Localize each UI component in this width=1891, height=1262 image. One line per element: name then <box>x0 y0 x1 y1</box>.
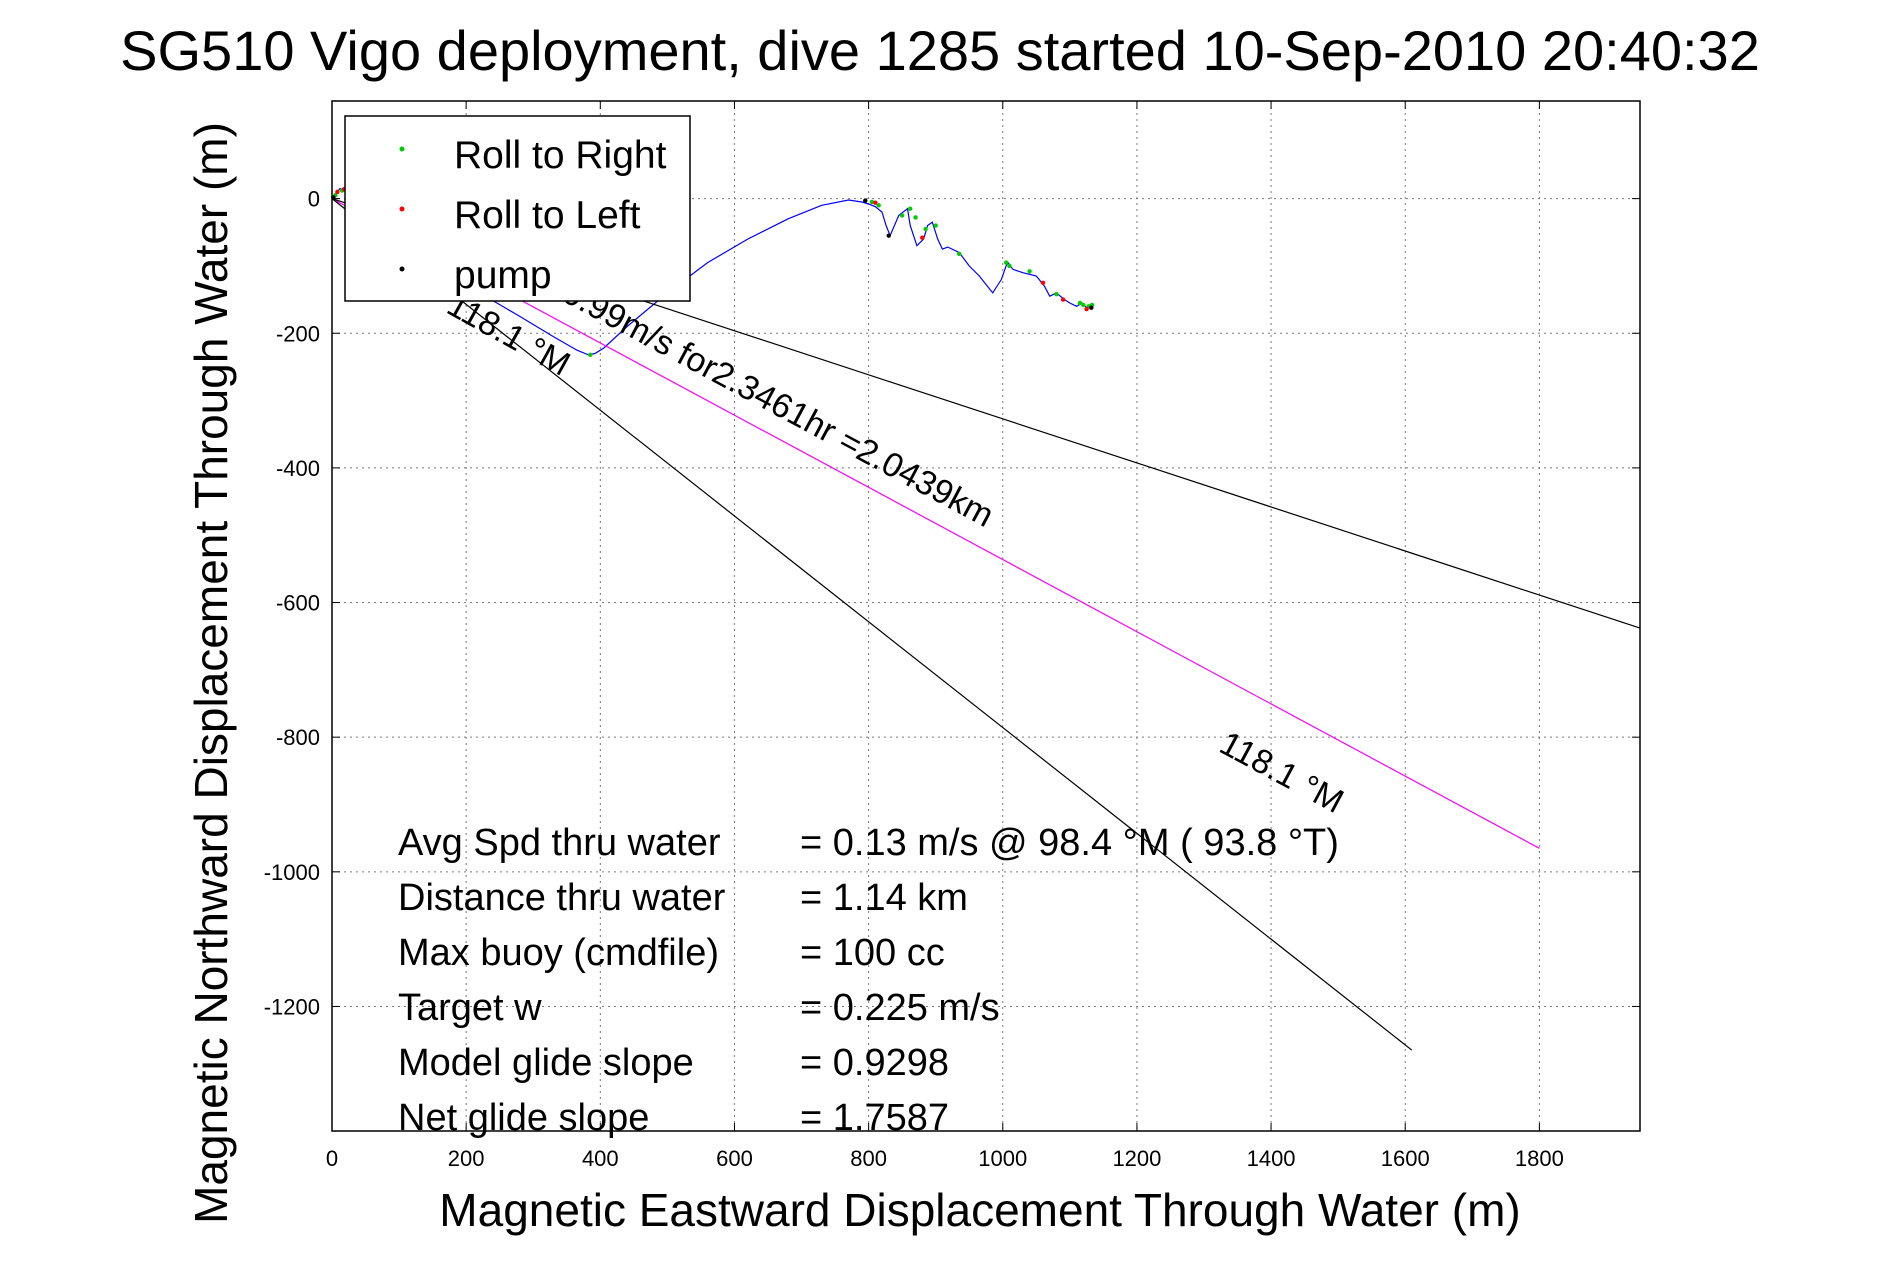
stat-value: = 1.14 km <box>800 877 968 919</box>
bearing-annotation: 118.1 °M <box>1214 724 1350 821</box>
x-tick-label: 600 <box>716 1146 753 1171</box>
x-tick-label: 800 <box>850 1146 887 1171</box>
stat-label: Net glide slope <box>398 1097 649 1139</box>
marker-roll-right <box>913 215 918 220</box>
legend-marker <box>399 266 405 272</box>
series-line-projection <box>331 198 1540 849</box>
annotation-layer: 118.1 °M0.99m/s for2.3461hr =2.0439km118… <box>441 273 1350 821</box>
marker-roll-right <box>956 251 962 257</box>
marker-pump <box>886 233 891 238</box>
tick-layer: 0 200 400 600 800 1000 1200 1400 1600 1800 0 -200 -4… <box>264 101 1640 1171</box>
series-layer <box>331 187 1641 1051</box>
stat-label: Avg Spd thru water <box>398 822 721 864</box>
legend-label: Roll to Right <box>454 134 667 177</box>
stats-panel: Avg Spd thru water = 0.13 m/s @ 98.4 °M (… <box>398 822 1339 1139</box>
bearing-annotation: 0.99m/s for2.3461hr =2.0439km <box>556 273 1000 535</box>
marker-roll-left <box>1084 306 1089 312</box>
x-tick-label: 400 <box>582 1146 619 1171</box>
x-tick-label: 200 <box>448 1146 485 1171</box>
marker-roll-right <box>1027 269 1032 274</box>
y-tick-label: -1200 <box>264 994 320 1019</box>
stat-value: = 0.9298 <box>800 1042 949 1084</box>
y-tick-label: -1000 <box>264 860 320 885</box>
stat-value: = 0.225 m/s <box>800 987 1000 1029</box>
x-tick-label: 1000 <box>978 1146 1027 1171</box>
y-tick-label: -800 <box>276 725 320 750</box>
chart-title: SG510 Vigo deployment, dive 1285 started… <box>120 19 1760 82</box>
stat-value: = 100 cc <box>800 932 945 974</box>
x-tick-label: 1800 <box>1515 1146 1564 1171</box>
series-line-lower-bound <box>331 198 1413 1051</box>
marker-roll-right <box>1007 263 1012 269</box>
x-tick-label: 0 <box>326 1146 338 1171</box>
legend: Roll to Right Roll to Left pump <box>344 115 691 302</box>
y-tick-label: -600 <box>276 591 320 616</box>
marker-roll-left <box>873 200 878 205</box>
marker-roll-right <box>908 206 913 211</box>
y-axis-label: Magnetic Northward Displacement Through … <box>185 122 237 1224</box>
marker-roll-right <box>876 203 881 208</box>
marker-roll-left <box>335 189 340 195</box>
marker-roll-right <box>1003 260 1009 265</box>
stat-value: = 1.7587 <box>800 1097 949 1139</box>
x-tick-label: 1200 <box>1112 1146 1161 1171</box>
plot-frame <box>331 100 1641 1132</box>
x-axis-label: Magnetic Eastward Displacement Through W… <box>439 1184 1520 1236</box>
marker-roll-right <box>923 226 928 232</box>
marker-roll-right <box>869 199 875 205</box>
marker-roll-right <box>933 223 938 228</box>
legend-marker <box>399 146 405 152</box>
marker-roll-right <box>1081 302 1086 308</box>
stat-label: Max buoy (cmdfile) <box>398 932 719 974</box>
marker-pump <box>1089 305 1094 310</box>
legend-marker <box>399 206 405 212</box>
stat-label: Target w <box>398 987 542 1029</box>
marker-roll-right <box>1077 300 1083 306</box>
x-tick-label: 1400 <box>1247 1146 1296 1171</box>
y-tick-label: -200 <box>276 321 320 346</box>
series-line-track <box>331 187 1091 356</box>
x-tick-label: 1600 <box>1381 1146 1430 1171</box>
marker-roll-right <box>1054 292 1059 297</box>
marker-roll-left <box>920 235 925 240</box>
marker-pump <box>863 198 868 203</box>
marker-roll-right <box>899 213 905 218</box>
legend-label: Roll to Left <box>454 194 641 237</box>
stat-value: = 0.13 m/s @ 98.4 °M ( 93.8 °T) <box>800 822 1339 864</box>
y-tick-label: 0 <box>308 187 320 212</box>
marker-roll-left <box>1040 280 1046 285</box>
stat-label: Model glide slope <box>398 1042 694 1084</box>
stat-label: Distance thru water <box>398 877 726 919</box>
y-tick-label: -400 <box>276 456 320 481</box>
grid-layer <box>331 101 1640 1131</box>
legend-label: pump <box>454 254 552 297</box>
marker-roll-right <box>588 352 593 357</box>
marker-roll-left <box>1060 297 1066 302</box>
